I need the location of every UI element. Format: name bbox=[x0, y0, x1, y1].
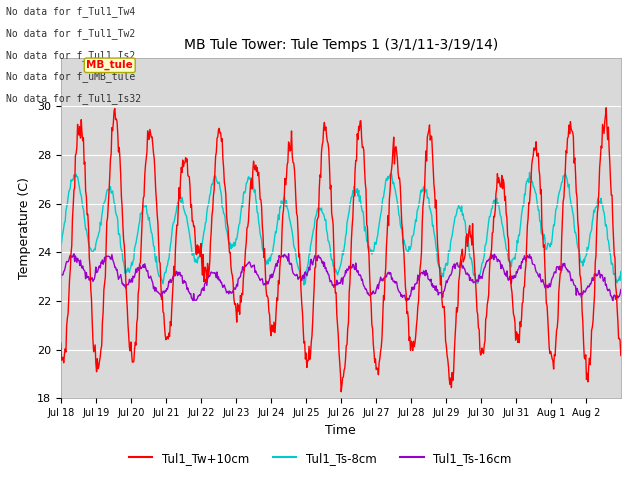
Y-axis label: Temperature (C): Temperature (C) bbox=[19, 177, 31, 279]
Text: No data for f_Tul1_Tw2: No data for f_Tul1_Tw2 bbox=[6, 28, 136, 39]
Text: MB_tule: MB_tule bbox=[86, 60, 133, 71]
Text: No data for f_Tul1_Is32: No data for f_Tul1_Is32 bbox=[6, 93, 141, 104]
X-axis label: Time: Time bbox=[325, 424, 356, 437]
Title: MB Tule Tower: Tule Temps 1 (3/1/11-3/19/14): MB Tule Tower: Tule Temps 1 (3/1/11-3/19… bbox=[184, 38, 498, 52]
Text: No data for f_Tul1_Is2: No data for f_Tul1_Is2 bbox=[6, 49, 136, 60]
Text: No data for f_uMB_tule: No data for f_uMB_tule bbox=[6, 71, 136, 82]
Text: No data for f_Tul1_Tw4: No data for f_Tul1_Tw4 bbox=[6, 6, 136, 17]
Legend: Tul1_Tw+10cm, Tul1_Ts-8cm, Tul1_Ts-16cm: Tul1_Tw+10cm, Tul1_Ts-8cm, Tul1_Ts-16cm bbox=[124, 447, 516, 469]
